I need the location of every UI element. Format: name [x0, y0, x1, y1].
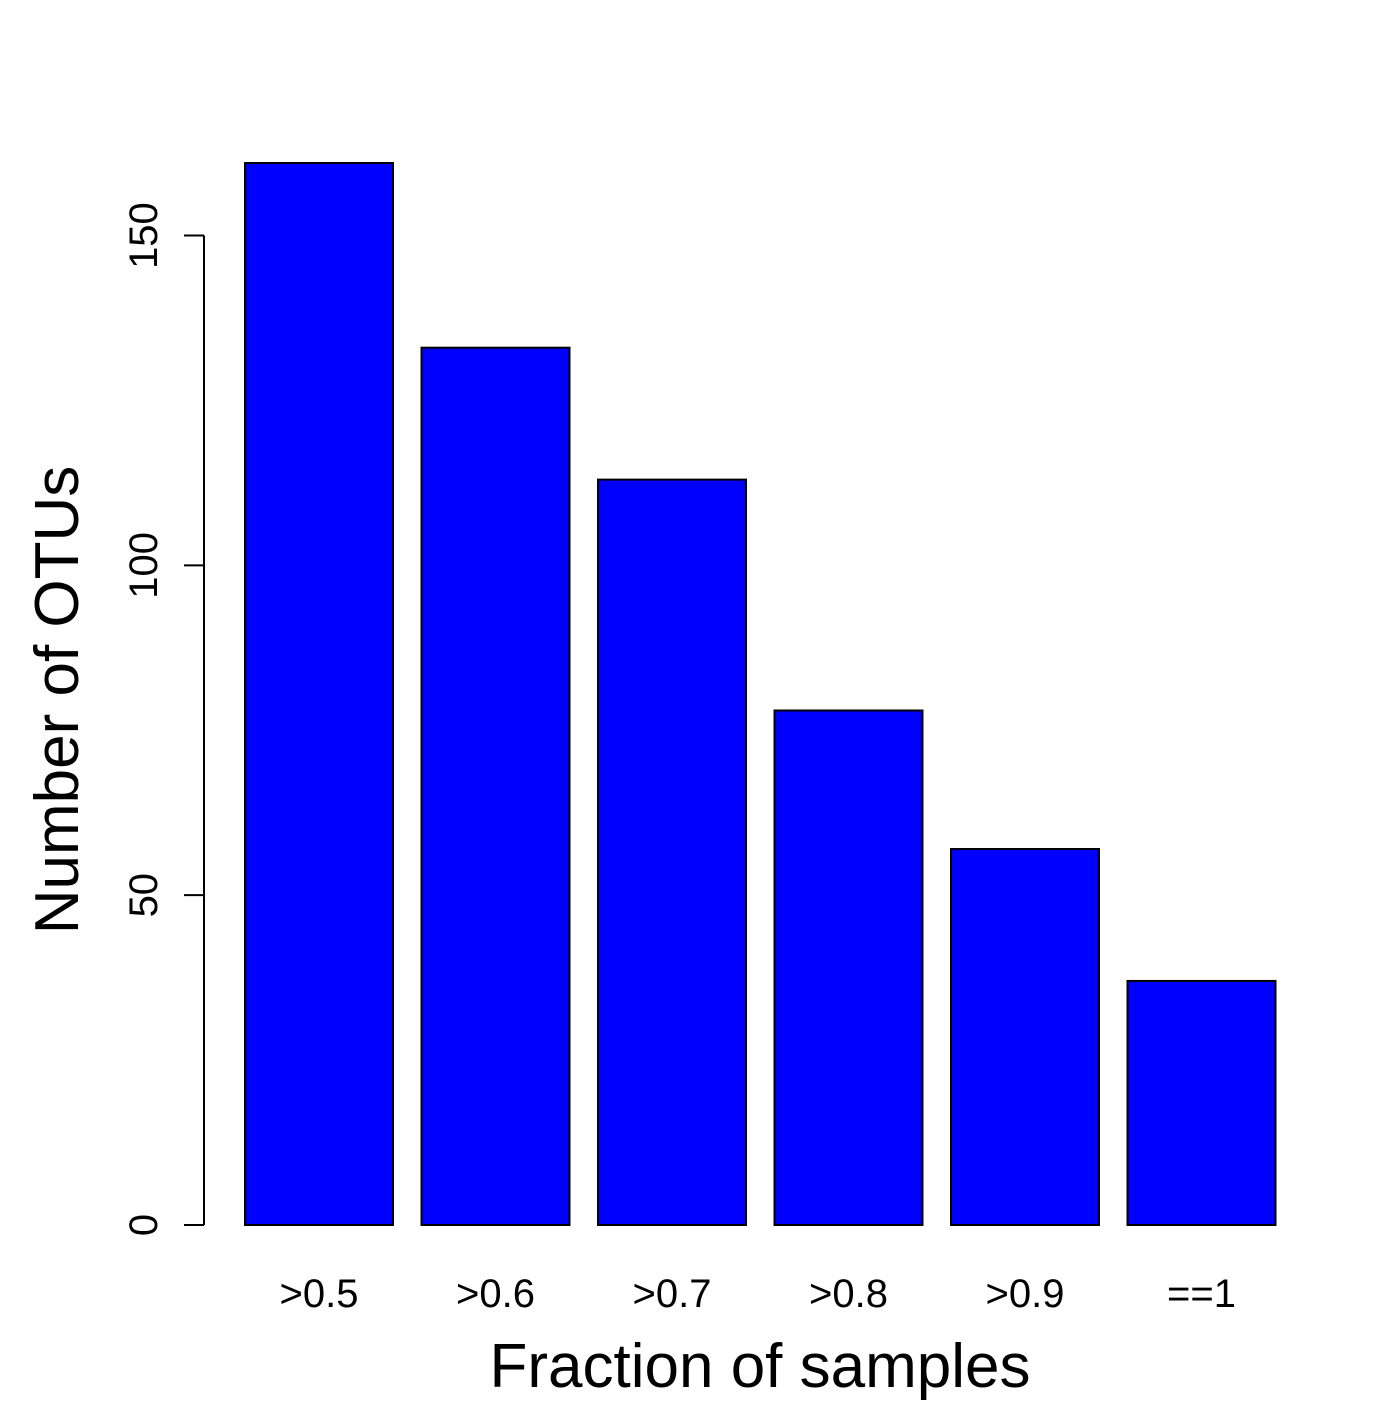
- x-axis-tick-label: >0.6: [456, 1272, 535, 1316]
- bar-4: [773, 709, 924, 1226]
- y-axis-title: Number of OTUs: [23, 466, 92, 935]
- y-axis-tick-label: 0: [122, 1214, 166, 1236]
- x-axis-tick-label: >0.5: [280, 1272, 359, 1316]
- x-axis-tick-label: >0.9: [986, 1272, 1065, 1316]
- y-axis-tick-label: 100: [122, 532, 166, 599]
- x-axis-title: Fraction of samples: [490, 1332, 1031, 1400]
- x-axis-tick-label: >0.8: [809, 1272, 888, 1316]
- x-axis-tick-label: >0.7: [633, 1272, 712, 1316]
- bar-6: [1126, 979, 1277, 1226]
- x-axis-tick-labels: >0.5 >0.6 >0.7 >0.8 >0.9 ==1: [280, 1272, 1236, 1316]
- y-axis-tick-label: 150: [122, 202, 166, 269]
- bar-2: [420, 346, 571, 1226]
- bar-1: [244, 162, 394, 1226]
- x-axis-tick-label: ==1: [1167, 1272, 1236, 1316]
- y-axis-tick-label: 50: [122, 873, 166, 918]
- y-axis: 0 50 100 150: [122, 202, 205, 1236]
- bar-3: [597, 478, 747, 1227]
- bar-series: [244, 162, 1277, 1227]
- bar-5: [950, 848, 1100, 1227]
